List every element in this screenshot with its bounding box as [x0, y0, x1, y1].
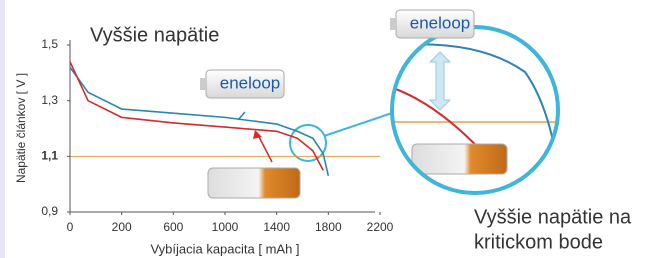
x-tick-label: 1800: [315, 220, 342, 234]
zoom-connector: [324, 112, 395, 136]
x-tick-label: 2200: [367, 220, 394, 234]
page: Vyššie napätie Napätie článkov [ V ] Vyb…: [0, 0, 668, 258]
battery-label: eneloop: [410, 13, 471, 32]
pointer-head: [253, 130, 262, 139]
x-axis-label: Vybíjacia kapacita [ mAh ]: [150, 241, 299, 256]
series-line: [70, 62, 323, 171]
x-tick-label: 200: [112, 220, 132, 234]
series-line: [70, 67, 328, 176]
x-tick-label: 0: [67, 220, 74, 234]
annotation: Vyššie napätie na: [474, 206, 632, 228]
x-tick-label: 1400: [263, 220, 290, 234]
x-tick-label: 1000: [212, 220, 239, 234]
chart-title: Vyššie napätie: [90, 24, 219, 46]
y-tick-label: 0,9: [41, 204, 58, 218]
y-tick-label: 1,1: [41, 149, 58, 163]
chart: Vyššie napätie Napätie článkov [ V ] Vyb…: [0, 0, 668, 258]
edge-strip: [0, 0, 5, 258]
annotation: kritickom bode: [474, 231, 603, 253]
y-axis-label: Napätie článkov [ V ]: [14, 73, 28, 183]
battery: [208, 168, 300, 198]
y-tick-label: 1,5: [41, 37, 58, 51]
battery-label: eneloop: [220, 73, 281, 92]
pointer: [258, 135, 272, 162]
x-tick-label: 600: [163, 220, 183, 234]
y-tick-label: 1,3: [41, 93, 58, 107]
